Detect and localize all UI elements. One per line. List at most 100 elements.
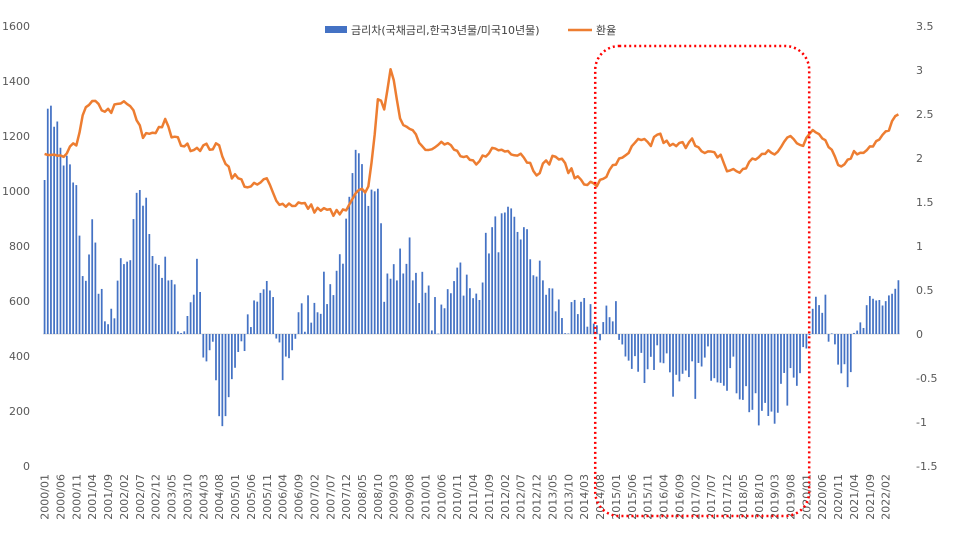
spread-bar — [113, 318, 116, 334]
spread-bar — [472, 298, 474, 334]
spread-bar — [789, 334, 792, 369]
spread-bar — [453, 281, 455, 334]
spread-bar — [151, 256, 154, 334]
spread-bar — [456, 267, 459, 334]
y-right-tick-label: 3 — [916, 64, 923, 77]
spread-bar — [157, 264, 160, 334]
spread-bar — [376, 188, 379, 334]
spread-bar — [811, 308, 814, 334]
spread-bar — [56, 121, 59, 334]
spread-bar — [630, 334, 633, 369]
spread-bar — [748, 334, 751, 413]
spread-bar — [221, 334, 224, 427]
spread-bar — [618, 334, 620, 340]
spread-bar — [570, 302, 573, 334]
spread-bar — [262, 289, 265, 334]
spread-bar — [97, 293, 100, 334]
spread-bar — [446, 289, 449, 334]
spread-bar — [488, 253, 490, 334]
spread-bar — [62, 165, 65, 334]
spread-bar — [75, 185, 78, 334]
spread-bar — [754, 334, 757, 394]
spread-bar — [500, 213, 503, 334]
spread-bar — [538, 260, 541, 334]
spread-bar — [665, 334, 668, 354]
spread-bar — [837, 334, 839, 365]
spread-bar — [542, 280, 544, 334]
x-tick-label: 2010/06 — [435, 474, 448, 520]
spread-bar — [573, 299, 576, 334]
y-right-tick-label: -0.5 — [916, 372, 937, 385]
spread-bar — [294, 334, 297, 339]
spread-bar — [818, 305, 820, 334]
spread-bar — [710, 334, 713, 381]
spread-bar — [78, 235, 81, 334]
spread-bar — [199, 291, 201, 334]
spread-bar — [297, 312, 300, 334]
spread-bar — [196, 258, 198, 334]
y-right-tick-label: 0 — [916, 328, 923, 341]
x-tick-label: 2020/11 — [832, 474, 845, 520]
y-left-tick-label: 1400 — [2, 75, 30, 88]
spread-bar — [421, 271, 424, 334]
y-left-tick-label: 1200 — [2, 130, 30, 143]
spread-bar — [621, 334, 624, 345]
spread-bar — [94, 242, 97, 334]
spread-bar — [764, 334, 766, 403]
spread-bar — [119, 258, 122, 334]
y-right-tick-label: 1 — [916, 240, 923, 253]
spread-bar — [205, 334, 208, 362]
spread-bar — [310, 322, 313, 334]
spread-bar — [519, 239, 522, 334]
spread-bar — [367, 205, 370, 334]
spread-bar — [675, 334, 678, 375]
spread-bar — [50, 105, 52, 334]
spread-bar — [278, 334, 281, 343]
spread-bar — [437, 333, 440, 335]
y-right-tick-label: 1.5 — [916, 196, 934, 209]
spread-bar — [580, 301, 582, 334]
spread-bar — [716, 334, 719, 383]
spread-bar — [396, 280, 398, 334]
spread-bar — [596, 325, 598, 334]
spread-bar — [557, 299, 560, 334]
spread-bar — [116, 280, 119, 334]
spread-bar — [491, 227, 494, 334]
x-tick-label: 2004/08 — [213, 474, 226, 520]
spread-bar — [215, 334, 217, 381]
spread-bar — [694, 334, 697, 399]
spread-bar — [246, 314, 249, 334]
spread-bar — [659, 334, 662, 363]
spread-bar — [392, 264, 395, 334]
x-tick-label: 2015/01 — [610, 474, 623, 520]
spread-bar — [554, 311, 557, 334]
spread-bar — [43, 180, 46, 334]
x-tick-label: 2009/08 — [404, 474, 417, 520]
spread-bar — [799, 334, 801, 374]
y-left-tick-label: 1600 — [2, 20, 30, 33]
spread-bar — [142, 205, 144, 334]
spread-bar — [526, 229, 528, 334]
spread-bar — [507, 206, 509, 334]
spread-bar — [243, 334, 246, 352]
spread-bar — [656, 334, 659, 346]
y-left-tick-label: 200 — [9, 405, 30, 418]
spread-bar — [719, 334, 722, 383]
x-tick-label: 2007/12 — [340, 474, 353, 520]
spread-bar — [189, 302, 192, 334]
spread-bar — [894, 288, 897, 334]
spread-bar — [348, 196, 351, 334]
spread-bar — [478, 300, 481, 334]
spread-bar — [164, 256, 167, 334]
spread-bar — [497, 252, 500, 334]
spread-bar — [669, 334, 671, 373]
spread-bar — [786, 334, 789, 406]
spread-bar — [678, 334, 681, 382]
spread-bar — [450, 293, 452, 334]
spread-bar — [897, 280, 900, 334]
spread-bar — [843, 334, 846, 365]
spread-bar — [138, 190, 141, 334]
spread-bar — [100, 288, 103, 334]
spread-bar — [345, 218, 347, 334]
y-left-tick-label: 1000 — [2, 185, 30, 198]
